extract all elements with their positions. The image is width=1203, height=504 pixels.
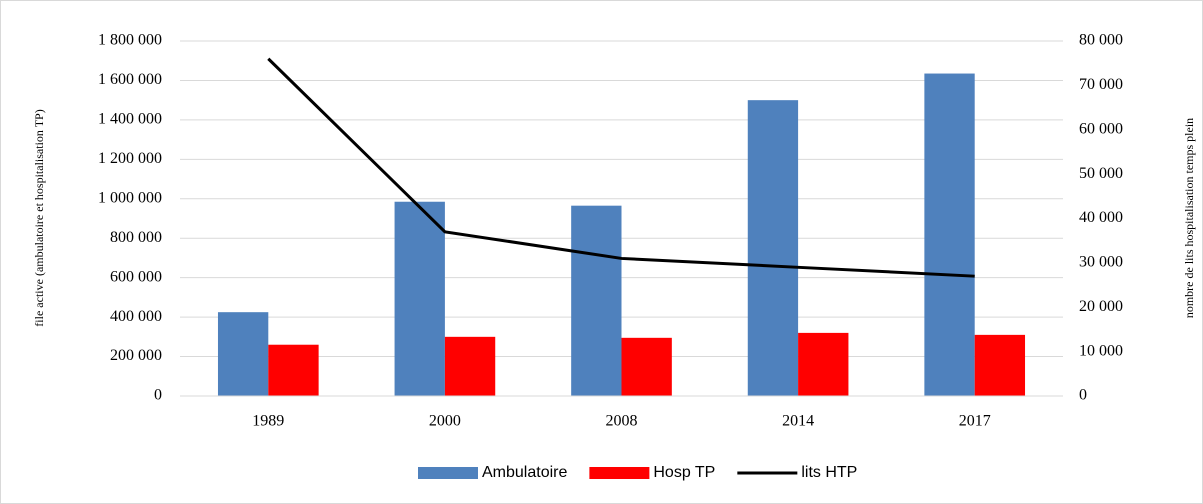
y2-tick-label: 70 000 [1079,76,1123,93]
bar [571,205,622,396]
legend-label: lits HTP [801,464,857,481]
y-tick-label: 800 000 [110,229,162,246]
x-tick-label: 2017 [959,413,991,430]
y-tick-label: 1 800 000 [98,32,162,49]
x-tick-label: 2014 [782,413,814,430]
bar [394,201,445,396]
x-tick-label: 2000 [429,413,461,430]
bar [621,337,672,396]
bar [798,332,849,396]
y2-tick-label: 10 000 [1079,342,1123,359]
bar [924,73,975,397]
x-tick-label: 1989 [252,413,284,430]
y2-tick-label: 50 000 [1079,165,1123,182]
bar [444,336,496,396]
y-tick-label: 1 600 000 [98,71,162,88]
bar [217,312,269,396]
y-tick-label: 400 000 [110,308,162,325]
y2-tick-label: 20 000 [1079,298,1123,315]
y2-axis-title: nombre de lits hospitalisation temps ple… [1182,118,1196,318]
legend-swatch [418,467,478,479]
legend-label: Ambulatoire [482,464,567,481]
bar [747,100,799,397]
y2-tick-label: 40 000 [1079,209,1123,226]
y-tick-label: 1 400 000 [98,111,162,128]
y2-tick-label: 80 000 [1079,32,1123,49]
y-axis-title: file active (ambulatoire et hospitalisat… [32,109,46,326]
bar [268,344,319,396]
x-tick-label: 2008 [606,413,638,430]
line [267,57,975,278]
y-tick-label: 200 000 [110,347,162,364]
y-tick-label: 600 000 [110,268,162,285]
legend-swatch [589,467,650,479]
y2-tick-label: 30 000 [1079,254,1123,271]
bar [974,334,1026,396]
y2-tick-label: 0 [1079,387,1087,404]
y-tick-label: 1 000 000 [98,189,162,206]
legend-label: Hosp TP [653,464,715,481]
y2-tick-label: 60 000 [1079,120,1123,137]
y-tick-label: 1 200 000 [98,150,162,167]
y-tick-label: 0 [154,387,162,404]
